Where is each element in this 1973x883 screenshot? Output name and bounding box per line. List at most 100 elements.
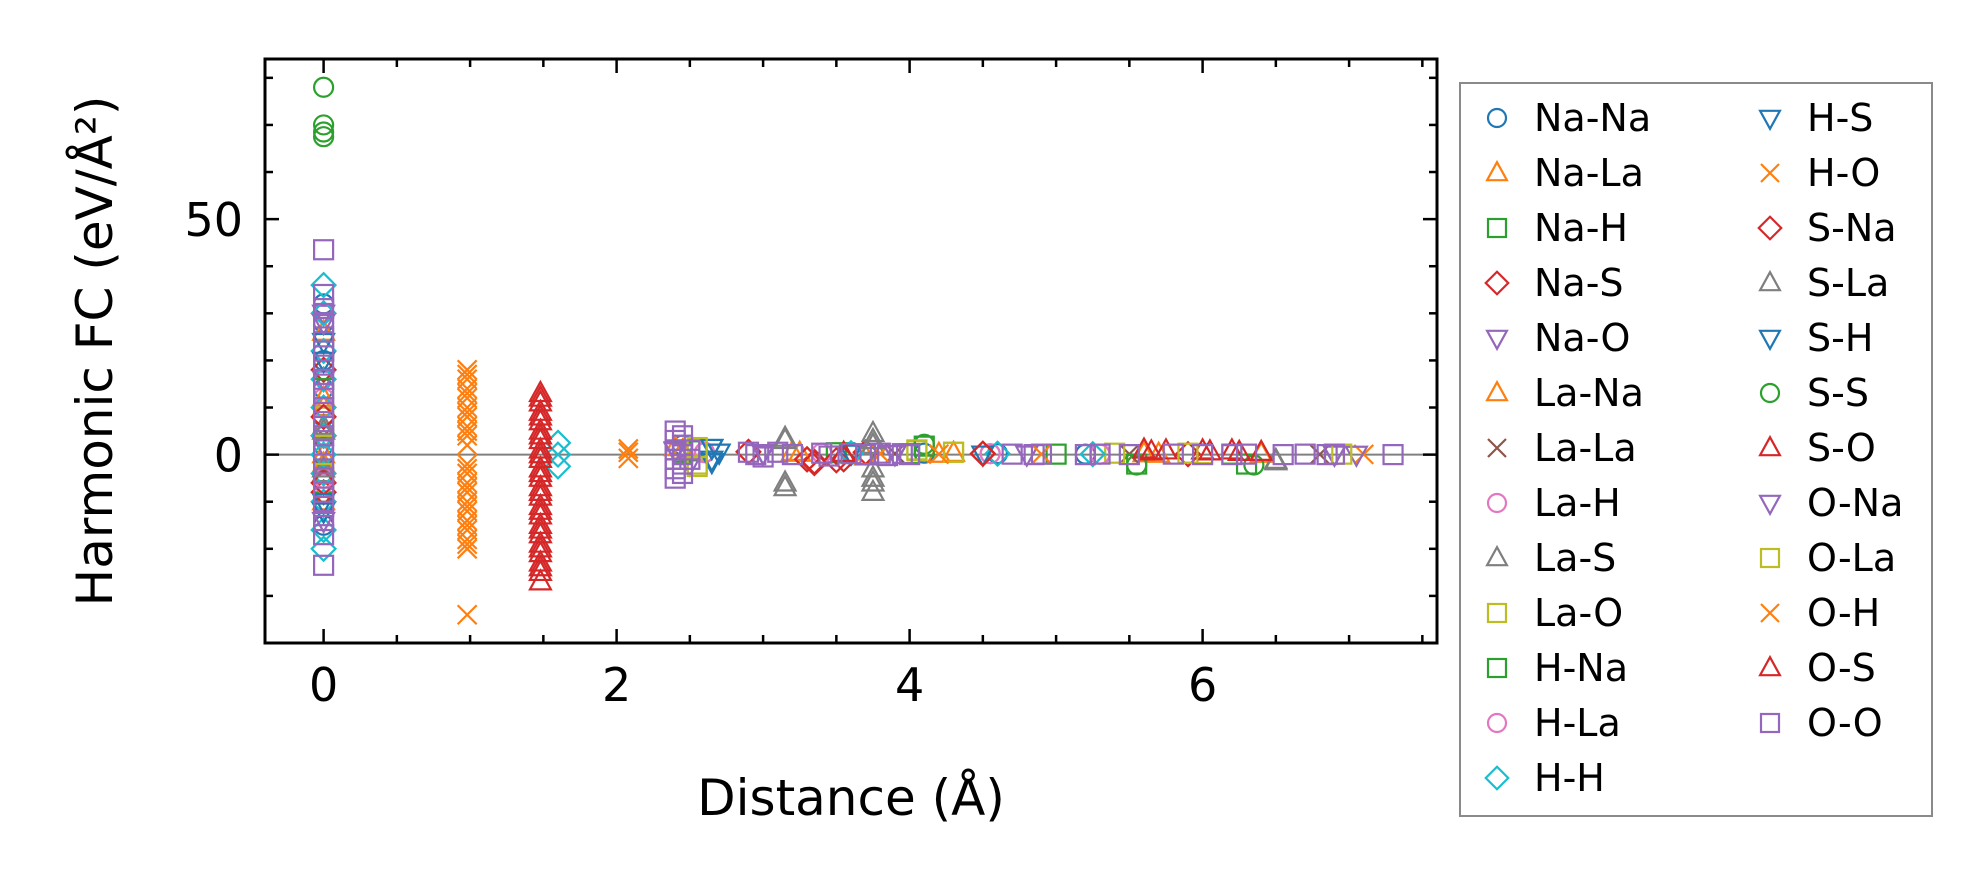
legend-label: O-S: [1807, 646, 1876, 690]
data-point: [877, 444, 899, 467]
data-point: [772, 469, 798, 492]
data-point: [456, 383, 478, 404]
data-point: [311, 351, 336, 375]
data-point: [311, 455, 336, 478]
legend-label: O-O: [1807, 701, 1883, 745]
series-o-s: [528, 384, 1252, 577]
legend-entry-o-la: O-La: [1759, 536, 1896, 580]
data-point: [942, 441, 965, 463]
legend-marker: [1484, 270, 1510, 296]
x-tick-label: 0: [309, 658, 338, 712]
legend-label: H-Na: [1534, 646, 1628, 690]
legend-label: S-H: [1807, 316, 1873, 360]
data-point: [313, 425, 335, 447]
data-point: [456, 420, 478, 442]
legend-marker: [1486, 602, 1508, 624]
data-point: [928, 443, 950, 465]
legend-marker: [1759, 382, 1781, 404]
data-point: [313, 283, 335, 306]
legend-label: O-La: [1807, 536, 1896, 580]
series-s-h: [311, 351, 725, 516]
data-point: [618, 441, 639, 463]
legend-entry-na-s: Na-S: [1484, 261, 1624, 305]
data-markers: [265, 76, 1437, 626]
data-point: [969, 440, 997, 468]
data-point: [772, 426, 798, 450]
data-point: [970, 445, 996, 468]
legend-entry-o-o: O-O: [1759, 701, 1883, 745]
legend-label: La-S: [1534, 536, 1616, 580]
data-point: [311, 314, 336, 337]
legend-entry-na-la: Na-La: [1485, 151, 1644, 195]
data-point: [456, 364, 478, 385]
data-point: [456, 401, 478, 423]
legend-marker: [1485, 379, 1509, 402]
data-point: [456, 425, 478, 447]
data-point: [311, 417, 336, 440]
legend-marker: [1486, 217, 1508, 239]
legend-label: La-O: [1534, 591, 1623, 635]
legend-marker: [1758, 109, 1782, 132]
series-s-o: [528, 379, 1274, 591]
series-h-h: [310, 271, 1107, 563]
data-point: [313, 298, 335, 320]
data-point: [818, 445, 840, 467]
data-point: [1323, 443, 1346, 465]
data-point: [737, 441, 760, 463]
legend-label: Na-H: [1534, 206, 1628, 250]
series-o-o: [313, 239, 1404, 576]
data-point: [752, 446, 774, 468]
legend-entry-h-o: H-O: [1760, 151, 1880, 195]
data-point: [313, 439, 335, 461]
data-point: [1089, 443, 1111, 465]
data-point: [313, 453, 335, 475]
data-point: [544, 441, 572, 469]
data-point: [745, 444, 767, 466]
data-point: [787, 439, 813, 462]
legend-label: La-Na: [1534, 371, 1644, 415]
data-point: [860, 426, 886, 450]
legend-marker: [1485, 329, 1509, 352]
data-point: [1045, 443, 1067, 465]
series-s-la: [311, 417, 1289, 492]
data-point: [781, 444, 804, 466]
series-na-na: [313, 293, 1097, 536]
data-point: [528, 553, 553, 577]
legend-label: Na-La: [1534, 151, 1644, 195]
legend-entry-h-na: H-Na: [1486, 646, 1628, 690]
legend-entry-o-na: O-Na: [1758, 481, 1903, 525]
legend-label: O-H: [1807, 591, 1880, 635]
legend: Na-Na Na-La Na-H Na-S Na-O La-Na La-La La-H La-S…: [1459, 82, 1933, 817]
data-point: [456, 453, 478, 475]
data-point: [840, 443, 862, 465]
legend-label: Na-Na: [1534, 96, 1651, 140]
data-point: [800, 449, 828, 477]
data-point: [313, 368, 335, 390]
data-point: [860, 469, 886, 492]
legend-entry-na-na: Na-Na: [1486, 96, 1651, 140]
x-tick-label: 6: [1188, 658, 1217, 712]
legend-entry-la-s: La-S: [1485, 536, 1616, 580]
legend-entry-o-s: O-S: [1758, 646, 1876, 690]
legend-marker: [1760, 163, 1780, 183]
legend-marker: [1759, 547, 1781, 569]
data-point: [1031, 443, 1052, 465]
data-point: [528, 558, 553, 582]
data-point: [313, 509, 335, 532]
legend-entry-la-na: La-Na: [1485, 371, 1644, 415]
data-point: [456, 496, 478, 517]
data-point: [456, 477, 478, 498]
legend-entry-s-o: S-O: [1758, 426, 1876, 470]
data-point: [1235, 443, 1258, 465]
data-point: [1309, 444, 1331, 465]
x-tick-label: 4: [895, 658, 924, 712]
y-tick-label: 0: [214, 429, 243, 483]
data-point: [1177, 442, 1199, 464]
legend-marker: [1486, 657, 1508, 679]
data-point: [860, 464, 886, 487]
legend-entry-h-la: H-La: [1486, 701, 1621, 745]
legend-entry-s-s: S-S: [1759, 371, 1869, 415]
series-na-la: [311, 318, 1274, 511]
x-tick-label: 2: [602, 658, 631, 712]
